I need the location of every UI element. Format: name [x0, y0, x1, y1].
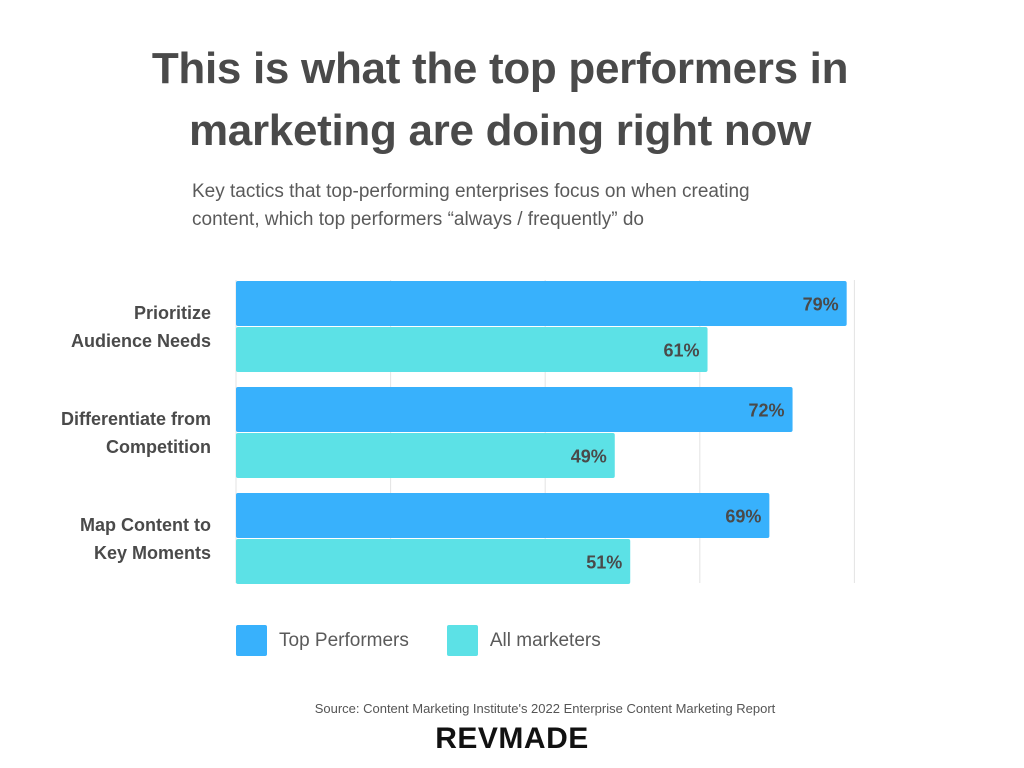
legend-label-top-performers: Top Performers: [279, 629, 409, 651]
bar: [236, 327, 708, 372]
bar-value-label: 69%: [725, 507, 761, 527]
bar-value-label: 61%: [663, 341, 699, 361]
bar-value-label: 51%: [586, 553, 622, 573]
category-label: Map Content to Key Moments: [80, 515, 211, 563]
legend-swatch-top-performers: [236, 625, 267, 656]
category-label: Prioritize Audience Needs: [71, 303, 211, 351]
bar: [236, 493, 770, 538]
chart-subtitle-line-1: Key tactics that top-performing enterpri…: [192, 181, 750, 202]
category-label: Differentiate from Competition: [61, 409, 211, 457]
brand-logo: REVMADE: [435, 722, 589, 755]
source-note: Source: Content Marketing Institute's 20…: [314, 701, 776, 716]
bar: [236, 539, 631, 584]
chart-title: This is what the top performers in marke…: [0, 38, 1000, 162]
legend-item-top-performers: Top Performers: [236, 625, 409, 656]
legend-item-all-marketers: All marketers: [446, 625, 601, 656]
legend-label-all-marketers: All marketers: [489, 629, 601, 651]
chart-title-line-1: This is what the top performers in: [151, 44, 849, 93]
bar-value-label: 72%: [749, 401, 785, 421]
bar: [236, 387, 793, 432]
legend: Top Performers All marketers: [236, 625, 639, 656]
category-label-line: Prioritize: [134, 303, 211, 323]
category-label-line: Competition: [106, 437, 211, 457]
category-label-line: Map Content to: [80, 515, 211, 535]
bar: [236, 433, 615, 478]
legend-swatch-all-marketers: [446, 625, 478, 656]
category-label-line: Key Moments: [94, 543, 211, 563]
bar-value-label: 79%: [803, 295, 839, 315]
category-label-line: Audience Needs: [71, 331, 211, 351]
bar: [236, 281, 847, 326]
category-label-line: Differentiate from: [61, 409, 211, 429]
bar-value-label: 49%: [571, 447, 607, 467]
chart-title-line-2: marketing are doing right now: [188, 106, 812, 155]
chart-subtitle: Key tactics that top-performing enterpri…: [192, 178, 892, 234]
bar-chart: Prioritize Audience Needs 79% 61% Differenti…: [61, 280, 855, 584]
chart-subtitle-line-2: content, which top performers “always / …: [192, 209, 644, 230]
